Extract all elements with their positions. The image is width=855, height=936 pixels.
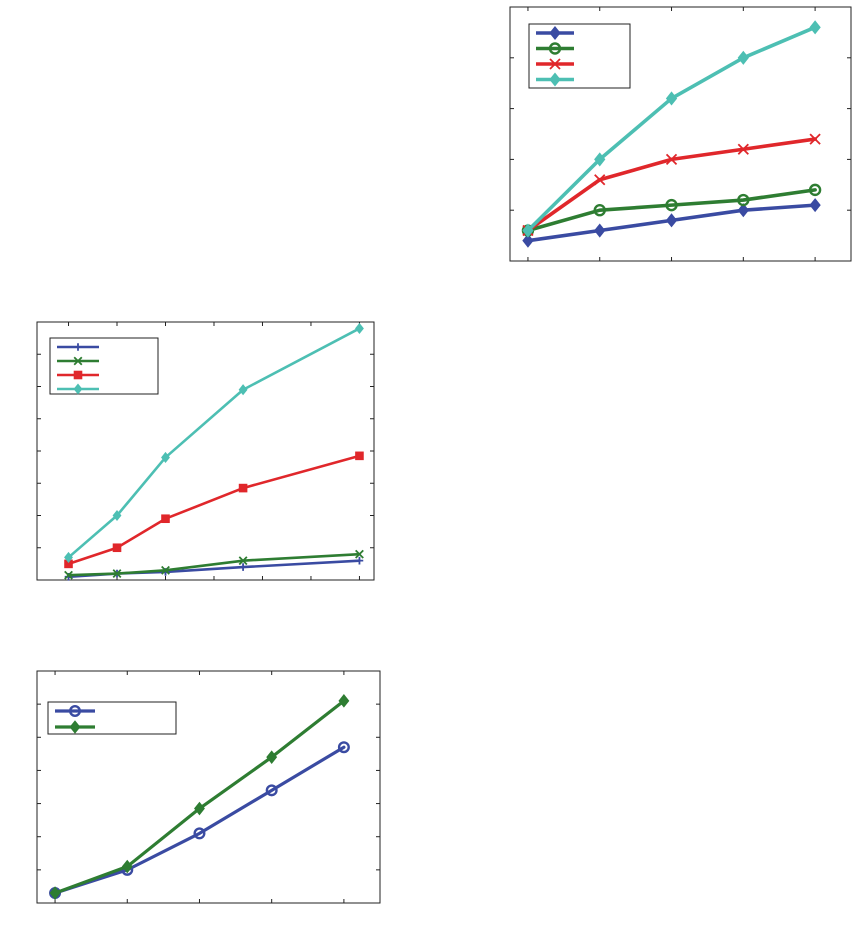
series-2-point [808, 183, 822, 197]
series-1-point [737, 203, 749, 218]
series-4-point [809, 20, 821, 35]
series-4-point [161, 451, 170, 464]
series-2-point [593, 203, 606, 217]
series-1-point [265, 784, 278, 797]
series-2-point [737, 193, 750, 207]
series-2-point [121, 859, 133, 874]
series-2-point [238, 556, 248, 566]
series-2-line [526, 188, 817, 233]
legend-marker-1 [68, 705, 81, 718]
legend-marker-4 [73, 383, 83, 395]
series-1-point [594, 223, 606, 238]
series-1-point [193, 827, 206, 840]
series-2-point [161, 565, 170, 575]
series-1-point [239, 563, 247, 571]
series-1-point [355, 556, 364, 565]
series-2-line [67, 552, 361, 577]
series-3-point [112, 543, 122, 553]
series-2-point [355, 549, 364, 559]
series-2-point [49, 886, 61, 900]
series-1-point [665, 213, 678, 228]
series-4-point [522, 223, 534, 238]
series-1-point [809, 198, 821, 213]
series-2-point [112, 569, 122, 578]
chart-top-right [509, 6, 852, 262]
legend-marker-2 [69, 720, 81, 734]
legend-box [47, 701, 177, 735]
series-3-line [67, 454, 361, 566]
series-4-point [355, 322, 364, 335]
series-3-point [161, 514, 170, 524]
series-3-point [665, 153, 678, 166]
series-2-point [338, 694, 350, 708]
series-2-point [194, 801, 205, 816]
legend-marker-1 [549, 25, 561, 41]
series-3-point [594, 174, 606, 186]
series-4-point [64, 551, 73, 563]
series-2-point [64, 570, 73, 580]
series-1-point [522, 233, 534, 248]
legend-marker-2 [548, 42, 562, 55]
chart-bottom-left [36, 670, 381, 904]
legend-marker-3 [549, 58, 561, 70]
series-1-point [337, 741, 350, 754]
series-3-point [238, 483, 248, 493]
legend-marker-4 [549, 72, 561, 87]
legend-marker-2 [73, 356, 83, 366]
plot-frame [509, 6, 852, 262]
series-3-point [737, 143, 749, 155]
series-3-point [355, 451, 364, 461]
legend-marker-3 [73, 370, 83, 380]
series-4-point [594, 152, 606, 167]
series-4-point [112, 509, 122, 522]
series-4-point [737, 50, 749, 65]
legend-marker-1 [74, 343, 82, 351]
series-2-point [266, 750, 278, 764]
series-3-point [809, 133, 821, 145]
series-2-point [665, 198, 678, 212]
plot-frame [36, 670, 381, 904]
series-4-point [665, 91, 678, 106]
series-4-point [238, 384, 248, 396]
chart-middle-left [36, 321, 375, 581]
series-1-line [53, 745, 346, 895]
